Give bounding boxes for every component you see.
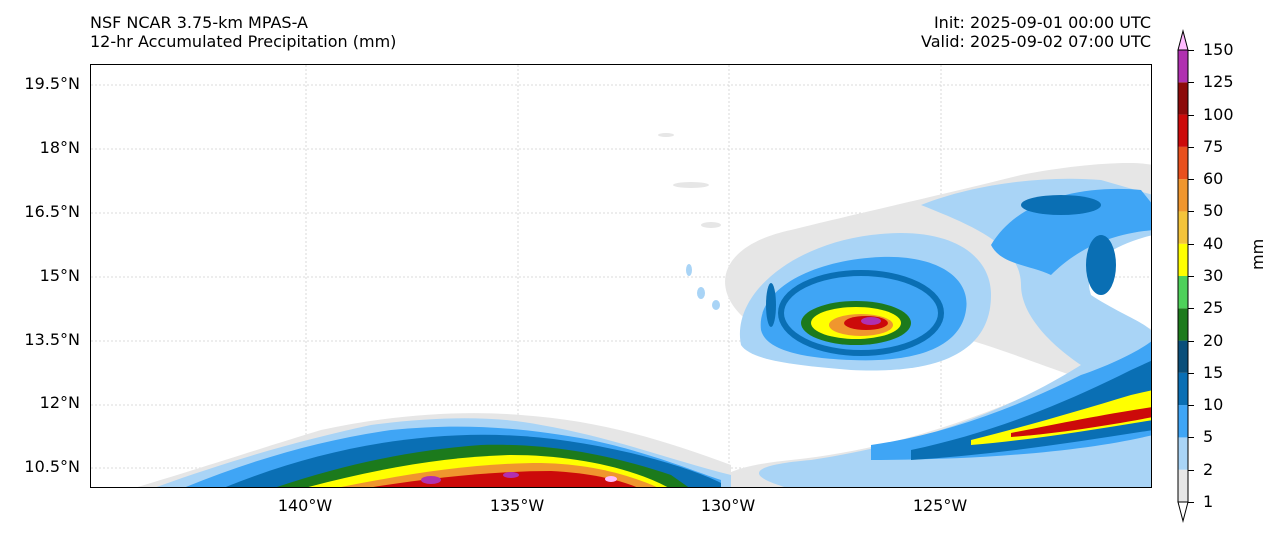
precip-100mm-plus (421, 317, 881, 484)
colorbar-tick (1188, 179, 1194, 181)
lon-label: 140°W (277, 496, 333, 515)
lat-label: 18°N (39, 138, 80, 157)
colorbar-tick (1188, 146, 1194, 148)
colorbar-level-label: 2 (1203, 459, 1214, 479)
colorbar-level-label: 5 (1203, 427, 1214, 447)
colorbar-segment (1178, 82, 1188, 115)
field-name: 12-hr Accumulated Precipitation (mm) (90, 32, 397, 51)
colorbar-level-label: 50 (1203, 201, 1224, 221)
colorbar-tick (1188, 502, 1194, 503)
valid-time: Valid: 2025-09-02 07:00 UTC (920, 32, 1151, 51)
colorbar-segment (1178, 469, 1188, 502)
init-time: Init: 2025-09-01 00:00 UTC (933, 13, 1151, 32)
colorbar-segment (1178, 308, 1188, 341)
colorbar-segment (1178, 372, 1188, 406)
colorbar (1177, 29, 1189, 523)
colorbar-segment (1178, 114, 1188, 147)
colorbar-tick (1188, 243, 1194, 245)
colorbar-segment (1178, 179, 1188, 212)
precip-field (91, 65, 1151, 487)
lat-label: 15°N (39, 266, 80, 285)
colorbar-level-label: 125 (1203, 72, 1234, 92)
colorbar-segment (1178, 50, 1188, 83)
colorbar-segment (1178, 276, 1188, 309)
colorbar-tick (1188, 372, 1194, 374)
colorbar-level-label: 30 (1203, 266, 1224, 285)
colorbar-level-label: 15 (1203, 362, 1224, 382)
colorbar-tick (1188, 405, 1194, 407)
colorbar-segment (1178, 340, 1188, 373)
colorbar-segments (1178, 50, 1188, 502)
colorbar-level-label: 150 (1203, 40, 1234, 59)
lat-label: 16.5°N (24, 202, 80, 221)
colorbar-tick (1188, 211, 1194, 213)
colorbar-max-extend (1177, 29, 1189, 51)
lat-label: 13.5°N (24, 330, 80, 349)
colorbar-tick (1188, 50, 1194, 51)
colorbar-tick (1188, 437, 1194, 439)
colorbar-tick (1188, 114, 1194, 116)
colorbar-level-label: 25 (1203, 298, 1224, 318)
colorbar-level-label: 75 (1203, 136, 1224, 156)
colorbar-tick (1188, 340, 1194, 342)
colorbar-tick (1188, 82, 1194, 84)
colorbar-level-label: 40 (1203, 233, 1224, 253)
map-title-right: Init: 2025-09-01 00:00 UTC Valid: 2025-0… (921, 13, 1151, 51)
lat-label: 19.5°N (24, 74, 80, 93)
model-name: NSF NCAR 3.75-km MPAS-A (90, 13, 308, 32)
colorbar-segment (1178, 243, 1188, 276)
map-panel (90, 64, 1152, 488)
colorbar-units: mm (1248, 238, 1267, 270)
map-title-left: NSF NCAR 3.75-km MPAS-A 12-hr Accumulate… (90, 13, 396, 51)
lat-label: 10.5°N (24, 457, 80, 476)
colorbar-level-label: 100 (1203, 104, 1234, 124)
colorbar-min-extend (1177, 501, 1189, 523)
lat-label: 12°N (39, 393, 80, 412)
colorbar-tick (1188, 469, 1194, 471)
colorbar-level-label: 1 (1203, 492, 1214, 511)
colorbar-tick (1188, 308, 1194, 310)
colorbar-tick (1188, 276, 1194, 277)
colorbar-level-label: 10 (1203, 395, 1224, 415)
lon-label: 125°W (912, 496, 968, 515)
lon-label: 135°W (489, 496, 545, 515)
colorbar-level-label: 60 (1203, 169, 1224, 189)
lon-label: 130°W (700, 496, 756, 515)
colorbar-segment (1178, 405, 1188, 438)
colorbar-segment (1178, 146, 1188, 180)
colorbar-segment (1178, 211, 1188, 244)
colorbar-level-label: 20 (1203, 330, 1224, 350)
colorbar-segment (1178, 437, 1188, 470)
